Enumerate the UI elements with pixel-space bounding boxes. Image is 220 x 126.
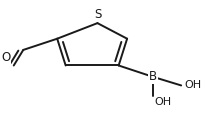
Text: O: O	[1, 51, 11, 64]
Text: OH: OH	[184, 80, 202, 90]
Text: OH: OH	[155, 97, 172, 107]
Text: B: B	[148, 70, 157, 83]
Text: S: S	[94, 8, 101, 21]
